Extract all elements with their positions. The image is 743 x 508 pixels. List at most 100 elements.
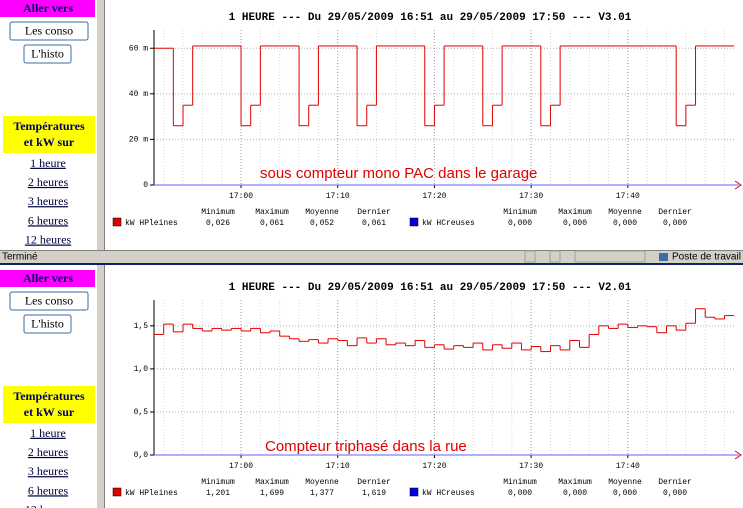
x-tick-label: 17:00 [229,192,253,201]
period-link[interactable]: 2 heures [28,445,69,459]
period-link[interactable]: 6 heures [28,213,69,227]
legend-swatch [409,487,419,497]
period-link[interactable]: 12 heures [25,503,72,508]
y-tick-label: 40 m [129,90,148,99]
stat-value: 1,201 [206,489,230,498]
annotation: sous compteur mono PAC dans le garage [260,165,537,182]
axis-arrow [734,180,742,190]
x-tick-label: 17:40 [616,192,640,201]
section-title: et kW sur [24,405,75,419]
section-title: et kW sur [24,135,75,149]
button-label[interactable]: Les conso [25,23,73,37]
period-link[interactable]: 2 heures [28,175,69,189]
legend-label: kW HCreuses [422,219,475,228]
chart-title: 1 HEURE --- Du 29/05/2009 16:51 au 29/05… [229,282,632,294]
stat-value: 0,052 [310,219,334,228]
y-tick-label: 1,0 [134,365,149,374]
annotation: Compteur triphasé dans la rue [265,438,467,455]
splitter [97,0,104,250]
section-title: Températures [13,119,85,133]
stat-header: Dernier [357,478,391,487]
stat-value: 0,061 [260,219,284,228]
x-tick-label: 17:10 [326,462,350,471]
stat-header: Moyenne [608,208,642,217]
button-label[interactable]: Les conso [25,293,73,307]
stat-header: Minimum [201,478,235,487]
stat-header: Moyenne [305,478,339,487]
legend-swatch [409,217,419,227]
stat-value: 1,619 [362,489,386,498]
button[interactable]: L'histo [23,314,72,334]
window-content: Aller vers Les conso L'histo Températures et… [0,265,742,508]
stat-header: Dernier [357,208,391,217]
step-riser [163,308,726,352]
y-tick-label: 1,5 [134,322,149,331]
y-tick-label: 0,5 [134,408,149,417]
stat-header: Dernier [658,208,692,217]
stat-value: 0,000 [613,219,637,228]
y-tick-label: 60 m [129,44,148,53]
period-link[interactable]: 12 heures [25,233,72,247]
period-link[interactable]: 3 heures [28,194,69,208]
stat-header: Minimum [503,478,537,487]
stat-value: 1,377 [310,489,334,498]
axis-arrow [734,450,742,460]
legend-label: kW HCreuses [422,489,475,498]
stat-header: Maximum [255,208,289,217]
nav-header: Aller vers [23,1,73,15]
period-link[interactable]: 1 heure [30,156,66,170]
x-tick-label: 17:20 [422,462,446,471]
x-tick-label: 17:30 [519,462,543,471]
button-frame [23,314,72,334]
button-frame [9,291,89,311]
y-tick-label: 20 m [129,136,148,145]
section-box [3,116,95,153]
period-link[interactable]: 3 heures [28,464,69,478]
stat-value: 0,026 [206,219,230,228]
stat-value: 0,000 [663,219,687,228]
legend-swatch [112,217,122,227]
stat-header: Dernier [658,478,692,487]
button[interactable]: L'histo [23,44,72,64]
legend-label: kW HPleines [125,219,178,228]
x-tick-label: 17:40 [616,462,640,471]
window-bottom: Aller vers Les conso L'histo Températures et… [0,265,742,508]
stat-value: 0,000 [663,489,687,498]
chart-title: 1 HEURE --- Du 29/05/2009 16:51 au 29/05… [229,12,632,24]
stat-header: Maximum [558,478,592,487]
step-riser [172,45,697,126]
stat-header: Maximum [255,478,289,487]
x-tick-label: 17:10 [326,192,350,201]
button[interactable]: Les conso [9,21,89,41]
nav-header-bg [0,0,95,17]
y-tick-label: 0 [143,181,148,190]
stat-value: 0,000 [508,489,532,498]
stat-value: 0,061 [362,219,386,228]
period-link[interactable]: 6 heures [28,483,69,497]
button-label[interactable]: L'histo [31,46,64,60]
button-frame [9,21,89,41]
button-label[interactable]: L'histo [31,316,64,330]
stat-value: 1,699 [260,489,284,498]
stat-value: 0,000 [613,489,637,498]
window-edge [0,263,743,265]
computer-icon [659,253,668,261]
y-tick-label: 0,0 [134,451,149,460]
period-link[interactable]: 1 heure [30,426,66,440]
stat-header: Moyenne [305,208,339,217]
status-zone: Poste de travail [672,252,741,263]
button[interactable]: Les conso [9,291,89,311]
stat-header: Minimum [201,208,235,217]
status-pane [549,250,561,263]
x-tick-label: 17:30 [519,192,543,201]
status-pane [524,250,536,263]
x-tick-label: 17:00 [229,462,253,471]
stat-header: Moyenne [608,478,642,487]
stat-value: 0,000 [563,489,587,498]
legend-label: kW HPleines [125,489,178,498]
stat-value: 0,000 [563,219,587,228]
stat-header: Maximum [558,208,592,217]
section-title: Températures [13,389,85,403]
status-bar-bg [0,250,743,263]
